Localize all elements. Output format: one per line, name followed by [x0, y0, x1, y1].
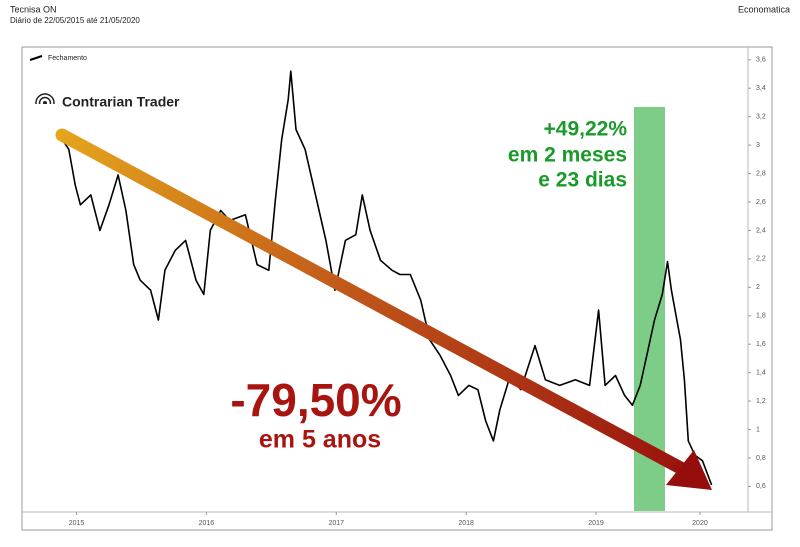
y-tick-label: 1,2 [756, 398, 766, 405]
x-tick-label: 2018 [458, 520, 474, 527]
gain-period: e 23 dias [538, 169, 627, 192]
gain-label: +49,22% [544, 118, 628, 141]
x-tick-label: 2016 [199, 520, 215, 527]
x-tick-label: 2020 [692, 520, 708, 527]
y-tick-label: 2,4 [756, 227, 766, 234]
legend-label: Fechamento [48, 55, 87, 62]
y-tick-label: 1 [756, 426, 760, 433]
brand-logo [34, 93, 56, 114]
brand-name: Contrarian Trader [62, 94, 180, 110]
header-subtitle: Diário de 22/05/2015 até 21/05/2020 [10, 16, 140, 25]
gain-period: em 2 meses [508, 144, 627, 167]
y-tick-label: 2,6 [756, 199, 766, 206]
header-source: Economatica [738, 4, 790, 14]
plot-area [61, 70, 713, 486]
y-tick-label: 3,6 [756, 57, 766, 64]
y-tick-label: 0,6 [756, 483, 766, 490]
y-tick-label: 1,4 [756, 369, 766, 376]
y-tick-label: 1,6 [756, 341, 766, 348]
legend-swatch [29, 55, 43, 61]
x-tick-label: 2015 [69, 520, 85, 527]
y-tick-label: 1,8 [756, 313, 766, 320]
y-tick-label: 2,2 [756, 256, 766, 263]
x-tick-label: 2019 [588, 520, 604, 527]
header-title: Tecnisa ON [10, 4, 57, 14]
x-tick-label: 2017 [329, 520, 345, 527]
y-tick-label: 3,4 [756, 85, 766, 92]
y-tick-label: 3,2 [756, 114, 766, 121]
loss-period: em 5 anos [259, 426, 381, 454]
y-tick-label: 3 [756, 142, 760, 149]
price-line [61, 70, 713, 486]
y-tick-label: 0,8 [756, 455, 766, 462]
y-tick-label: 2 [756, 284, 760, 291]
y-tick-label: 2,8 [756, 170, 766, 177]
loss-label: -79,50% [230, 374, 401, 426]
trend-arrow [55, 128, 712, 490]
